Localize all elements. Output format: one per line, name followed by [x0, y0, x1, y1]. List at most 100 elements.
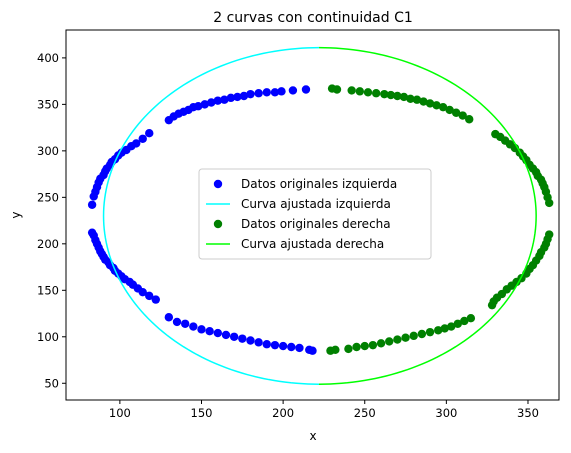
legend-marker-swatch — [213, 179, 223, 189]
y-tick-label: 200 — [37, 237, 59, 251]
data-point — [434, 326, 443, 335]
plot-frame — [65, 29, 560, 401]
plot-area — [65, 29, 560, 401]
x-axis-label: x — [309, 429, 316, 443]
data-point — [355, 87, 365, 96]
data-point — [221, 330, 231, 340]
data-point — [238, 334, 247, 343]
data-point — [371, 89, 381, 98]
data-point — [326, 346, 335, 355]
y-tick-label: 350 — [37, 97, 59, 111]
data-point — [465, 115, 474, 124]
data-point — [180, 319, 190, 328]
data-point — [425, 99, 435, 108]
data-point — [451, 108, 461, 117]
legend-marker-swatch — [213, 219, 223, 229]
data-point — [151, 295, 160, 304]
data-point — [432, 101, 441, 110]
data-point — [447, 322, 456, 331]
data-point — [164, 115, 174, 125]
data-point — [207, 98, 216, 107]
y-tick-label: 50 — [44, 376, 59, 390]
data-point — [487, 300, 497, 310]
data-point — [295, 343, 304, 353]
data-point — [417, 329, 427, 339]
data-point — [376, 339, 386, 348]
data-point — [440, 324, 449, 333]
data-point — [393, 91, 402, 101]
data-point — [270, 340, 280, 350]
data-point — [254, 89, 263, 98]
data-point — [145, 128, 154, 138]
data-point — [220, 95, 229, 104]
y-tick-label: 300 — [37, 144, 59, 158]
data-point — [412, 95, 422, 104]
data-point — [138, 134, 147, 143]
data-point — [189, 322, 198, 331]
data-point — [213, 328, 223, 338]
legend-label: Datos originales derecha — [241, 217, 391, 231]
data-point — [89, 192, 98, 201]
data-point — [385, 337, 394, 346]
data-point — [246, 336, 255, 345]
y-tick-label: 400 — [37, 51, 59, 65]
data-point — [399, 92, 409, 102]
data-point — [145, 291, 154, 301]
data-point — [380, 89, 389, 99]
data-point — [287, 342, 296, 352]
series-line-1 — [102, 46, 320, 385]
data-point — [239, 91, 249, 101]
data-point — [445, 105, 454, 115]
data-point — [344, 344, 353, 354]
data-point — [301, 85, 311, 94]
data-point — [332, 85, 342, 94]
x-tick-label: 150 — [191, 406, 213, 420]
series-line-3 — [319, 46, 537, 385]
x-tick-label: 300 — [435, 406, 457, 420]
data-point — [360, 341, 369, 351]
x-axis: 100 150 200 250 300 350 — [109, 400, 539, 420]
data-point — [393, 335, 402, 344]
data-point — [458, 111, 467, 120]
data-point — [246, 89, 255, 99]
data-point — [138, 287, 147, 297]
data-point — [205, 327, 214, 336]
data-point — [172, 317, 182, 327]
data-point — [262, 340, 271, 349]
data-point — [229, 332, 239, 341]
y-tick-label: 150 — [37, 283, 59, 297]
data-point — [409, 331, 418, 341]
x-tick-label: 100 — [109, 406, 131, 420]
data-point — [200, 100, 209, 109]
data-point — [87, 200, 97, 209]
data-point — [401, 333, 410, 342]
data-point — [278, 341, 288, 351]
data-point — [453, 319, 462, 328]
data-point — [277, 87, 286, 96]
y-tick-label: 100 — [37, 330, 59, 344]
data-point — [419, 97, 428, 106]
data-point — [254, 338, 263, 347]
data-point — [347, 86, 356, 95]
data-point — [262, 88, 271, 97]
y-axis: 50 100 150 200 250 300 350 400 — [37, 51, 66, 390]
data-point — [466, 313, 476, 323]
data-point — [368, 340, 378, 350]
data-point — [460, 316, 469, 326]
legend-label: Curva ajustada derecha — [241, 237, 384, 251]
x-tick-label: 250 — [354, 406, 376, 420]
data-point — [213, 96, 223, 105]
data-point — [233, 92, 242, 102]
chart-title: 2 curvas con continuidad C1 — [213, 10, 413, 26]
data-point — [425, 327, 435, 337]
data-point — [288, 86, 298, 95]
data-point — [363, 88, 373, 97]
data-point — [197, 325, 206, 334]
x-tick-label: 350 — [517, 406, 539, 420]
data-point — [164, 313, 174, 322]
y-tick-label: 250 — [37, 190, 59, 204]
legend: Datos originales izquierda Curva ajustada… — [198, 168, 432, 260]
data-point — [352, 342, 361, 352]
legend-label: Datos originales izquierda — [241, 177, 397, 191]
